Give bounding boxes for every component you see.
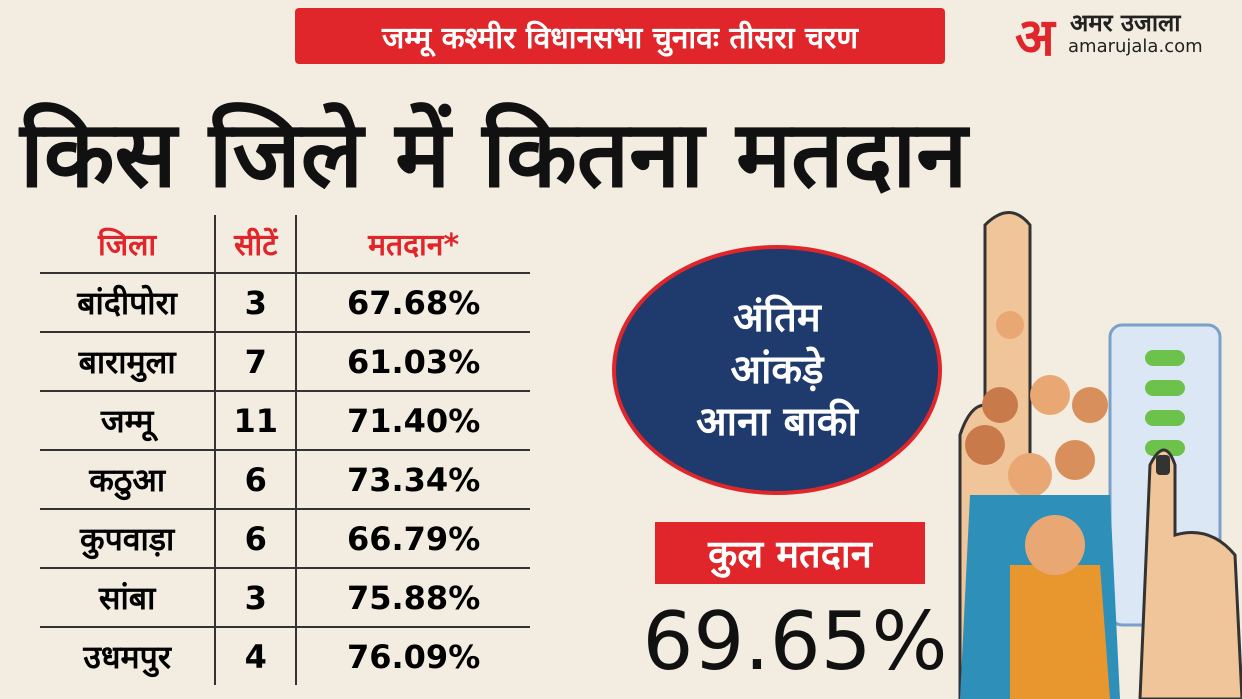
table-cell: 3 — [214, 273, 297, 333]
table-cell: 4 — [214, 627, 297, 685]
table-row: जम्मू 11 71.40% — [40, 391, 530, 451]
table-row: सांबा 3 75.88% — [40, 568, 530, 628]
table-cell: सांबा — [40, 568, 216, 628]
table-cell: 73.34% — [295, 450, 530, 510]
column-header: सीटें — [214, 215, 297, 274]
note-badge: अंतिम आंकड़े आना बाकी — [612, 245, 942, 495]
table-cell: 11 — [214, 391, 297, 451]
table-cell: कठुआ — [40, 450, 216, 510]
table-cell: 75.88% — [295, 568, 530, 628]
brand-logo: अ — [1015, 8, 1055, 68]
column-header: मतदान* — [295, 215, 530, 274]
total-label: कुल मतदान — [655, 522, 925, 584]
column-header: जिला — [40, 215, 216, 274]
table-row: उधमपुर 4 76.09% — [40, 627, 530, 685]
table-cell: जम्मू — [40, 391, 216, 451]
turnout-table: जिला सीटें मतदान* बांदीपोरा 3 67.68% बारामुला 7… — [40, 215, 530, 685]
title: किस जिले में कितना मतदान — [20, 101, 968, 208]
table-cell: 6 — [214, 509, 297, 569]
table-row: बारामुला 7 61.03% — [40, 332, 530, 392]
voting-illustration — [958, 211, 1242, 699]
table-cell: 6 — [214, 450, 297, 510]
brand-url: amarujala.com — [1068, 36, 1203, 57]
header-tag: जम्मू कश्मीर विधानसभा चुनावः तीसरा चरण — [295, 8, 945, 64]
table-cell: 66.79% — [295, 509, 530, 569]
note-line: आंकड़े — [730, 347, 824, 393]
table-cell: उधमपुर — [83, 638, 171, 676]
table-cell: 3 — [214, 568, 297, 628]
note-line: अंतिम — [733, 295, 821, 341]
table-cell: 7 — [214, 332, 297, 392]
table-cell: बांदीपोरा — [40, 273, 216, 333]
table-cell: बारामुला — [40, 332, 216, 392]
table-row: बांदीपोरा 3 67.68% — [40, 273, 530, 333]
table-row: कुपवाड़ा 6 66.79% — [40, 509, 530, 569]
brand-name: अमर उजाला — [1070, 9, 1181, 37]
table-row: कठुआ 6 73.34% — [40, 450, 530, 510]
table-cell: 67.68% — [295, 273, 530, 333]
table-cell: 61.03% — [295, 332, 530, 392]
total-value: 69.65% — [642, 595, 948, 688]
table-cell: कुपवाड़ा — [40, 509, 216, 569]
table-cell: 71.40% — [295, 391, 530, 451]
table-cell: 76.09% — [295, 627, 530, 685]
note-line: आना बाकी — [696, 399, 858, 445]
